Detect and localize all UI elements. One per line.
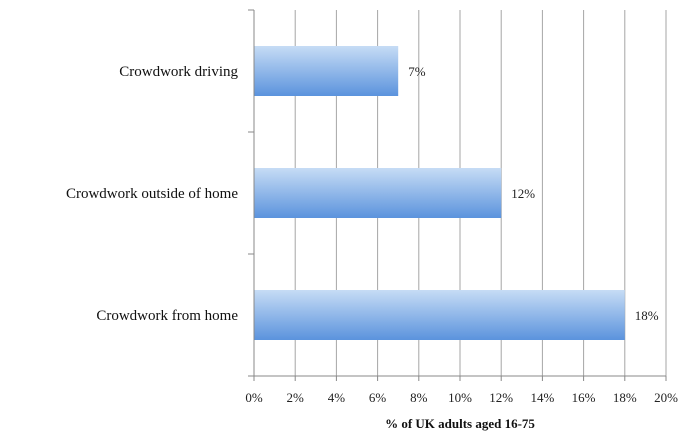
labels: 0% 2% 4% 6% 8% 10% 12% 14% 16% 18% 20% Crowdwork dr… <box>66 64 678 405</box>
category-label: Crowdwork outside of home <box>66 186 238 202</box>
x-tick-label: 12% <box>489 390 513 405</box>
x-tick-label: 14% <box>530 390 554 405</box>
category-label: Crowdwork driving <box>119 64 238 80</box>
data-label: 12% <box>511 186 535 201</box>
bars <box>254 46 625 340</box>
x-tick-label: 6% <box>369 390 387 405</box>
bar <box>254 46 399 96</box>
x-tick-label: 8% <box>410 390 428 405</box>
data-label: 7% <box>408 64 426 79</box>
axes <box>248 9 667 381</box>
x-tick-label: 18% <box>613 390 637 405</box>
x-tick-label: 2% <box>287 390 305 405</box>
x-tick-label: 16% <box>572 390 596 405</box>
category-label: Crowdwork from home <box>96 308 238 324</box>
bar <box>254 290 625 340</box>
x-tick-label: 0% <box>245 390 263 405</box>
x-tick-label: 4% <box>328 390 346 405</box>
x-tick-label: 20% <box>654 390 678 405</box>
bar <box>254 168 502 218</box>
data-label: 18% <box>635 308 659 323</box>
x-axis-title: % of UK adults aged 16-75 <box>385 416 535 431</box>
x-tick-label: 10% <box>448 390 472 405</box>
